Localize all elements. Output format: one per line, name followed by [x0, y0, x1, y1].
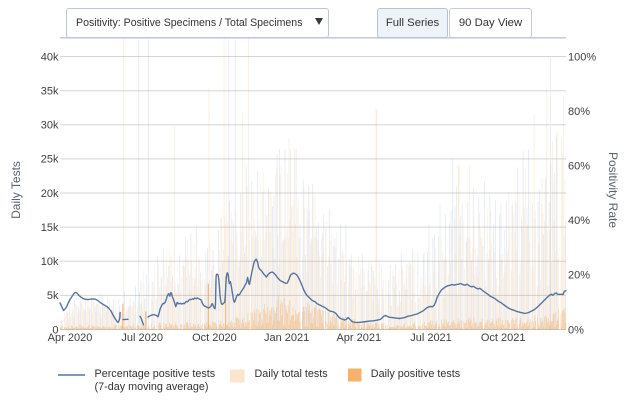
- svg-text:35k: 35k: [41, 86, 59, 98]
- svg-text:20k: 20k: [41, 188, 59, 200]
- svg-text:Jul 2020: Jul 2020: [121, 332, 163, 344]
- svg-text:30k: 30k: [41, 120, 59, 132]
- svg-text:40%: 40%: [568, 215, 590, 227]
- svg-text:20%: 20%: [568, 270, 590, 282]
- svg-text:Daily positive tests: Daily positive tests: [371, 368, 461, 380]
- svg-text:(7-day moving average): (7-day moving average): [95, 381, 209, 393]
- svg-text:Percentage positive tests: Percentage positive tests: [95, 368, 216, 380]
- svg-text:10k: 10k: [41, 256, 59, 268]
- svg-text:5k: 5k: [47, 290, 59, 302]
- svg-text:100%: 100%: [568, 51, 596, 63]
- svg-text:Oct 2021: Oct 2021: [481, 332, 526, 344]
- svg-text:40k: 40k: [41, 51, 59, 63]
- svg-text:60%: 60%: [568, 161, 590, 173]
- svg-text:15k: 15k: [41, 222, 59, 234]
- svg-text:Positivity Rate: Positivity Rate: [606, 152, 620, 228]
- svg-text:Daily total tests: Daily total tests: [255, 368, 329, 380]
- svg-text:80%: 80%: [568, 106, 590, 118]
- svg-text:Apr 2020: Apr 2020: [48, 332, 93, 344]
- svg-text:0%: 0%: [568, 324, 584, 336]
- svg-text:Jul 2021: Jul 2021: [410, 332, 452, 344]
- svg-text:0: 0: [52, 324, 58, 336]
- svg-text:25k: 25k: [41, 154, 59, 166]
- svg-text:Oct 2020: Oct 2020: [192, 332, 237, 344]
- svg-text:Daily Tests: Daily Tests: [9, 161, 23, 219]
- svg-text:Jan 2021: Jan 2021: [264, 332, 309, 344]
- svg-text:Apr 2021: Apr 2021: [336, 332, 381, 344]
